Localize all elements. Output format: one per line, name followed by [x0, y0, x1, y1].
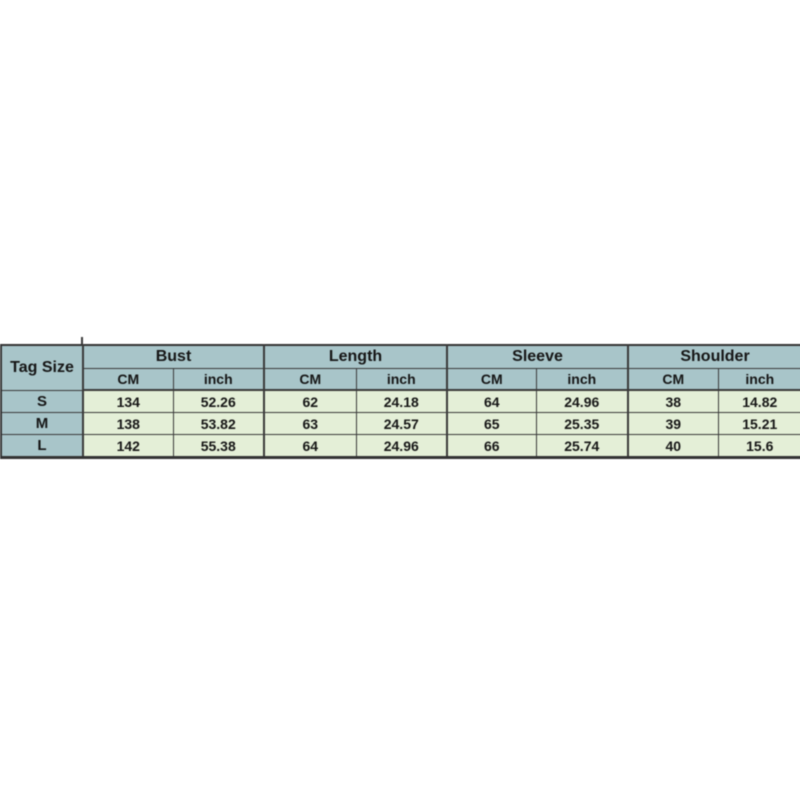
table-row-size-s: S 134 52.26 62 24.18 64 24.96 38 14.82 [0, 389, 800, 413]
cell-m-shoulder-cm: 39 [627, 412, 719, 435]
header-shoulder: Shoulder [627, 344, 800, 369]
subheader-length-cm: CM [263, 368, 357, 391]
row-label-s: S [0, 389, 84, 413]
cell-s-length-cm: 62 [263, 389, 357, 413]
header-sleeve: Sleeve [446, 344, 629, 369]
subheader-sleeve-inch: inch [535, 368, 629, 391]
size-chart-table: Tag Size Bust Length Sleeve Shoulder CM … [0, 344, 800, 459]
cell-l-bust-cm: 142 [82, 434, 174, 458]
size-chart-table-wrap: Tag Size Bust Length Sleeve Shoulder CM … [0, 337, 800, 459]
column-divider-artifact [81, 337, 83, 344]
header-bust: Bust [82, 344, 265, 369]
cell-m-length-cm: 63 [263, 412, 357, 435]
cell-l-length-inch: 24.96 [355, 434, 448, 458]
row-label-m: M [0, 412, 84, 435]
subheader-sleeve-cm: CM [446, 368, 537, 391]
cell-s-bust-cm: 134 [82, 389, 174, 413]
header-length: Length [262, 344, 448, 369]
subheader-bust-cm: CM [82, 368, 174, 391]
cell-m-length-inch: 24.57 [355, 412, 448, 435]
cell-m-sleeve-cm: 65 [446, 412, 537, 435]
cell-l-shoulder-inch: 15.6 [717, 434, 800, 458]
cell-m-sleeve-inch: 25.35 [535, 412, 629, 435]
cell-s-shoulder-cm: 38 [627, 389, 719, 413]
cell-l-sleeve-inch: 25.74 [535, 434, 629, 458]
subheader-bust-inch: inch [172, 368, 265, 391]
table-row-size-m: M 138 53.82 63 24.57 65 25.35 39 15.21 [0, 412, 800, 435]
cell-l-sleeve-cm: 66 [446, 434, 537, 458]
header-tag-size: Tag Size [0, 344, 84, 391]
cell-m-shoulder-inch: 15.21 [717, 412, 800, 435]
table-subheader-row: CM inch CM inch CM inch CM inch [1, 368, 800, 391]
cell-s-sleeve-inch: 24.96 [535, 389, 629, 413]
cell-s-shoulder-inch: 14.82 [717, 389, 800, 413]
cell-s-bust-inch: 52.26 [172, 389, 265, 413]
cell-l-length-cm: 64 [263, 434, 357, 458]
subheader-length-inch: inch [355, 368, 448, 391]
cell-s-length-inch: 24.18 [355, 389, 448, 413]
table-header-row: Tag Size Bust Length Sleeve Shoulder [0, 344, 800, 391]
subheader-shoulder-cm: CM [627, 368, 719, 391]
cell-l-bust-inch: 55.38 [172, 434, 265, 458]
cell-m-bust-inch: 53.82 [172, 412, 265, 435]
cell-l-shoulder-cm: 40 [627, 434, 719, 458]
cell-s-sleeve-cm: 64 [446, 389, 537, 413]
row-label-l: L [0, 434, 84, 458]
subheader-shoulder-inch: inch [717, 368, 800, 391]
cell-m-bust-cm: 138 [82, 412, 174, 435]
table-row-size-l: L 142 55.38 64 24.96 66 25.74 40 15.6 [0, 434, 800, 458]
